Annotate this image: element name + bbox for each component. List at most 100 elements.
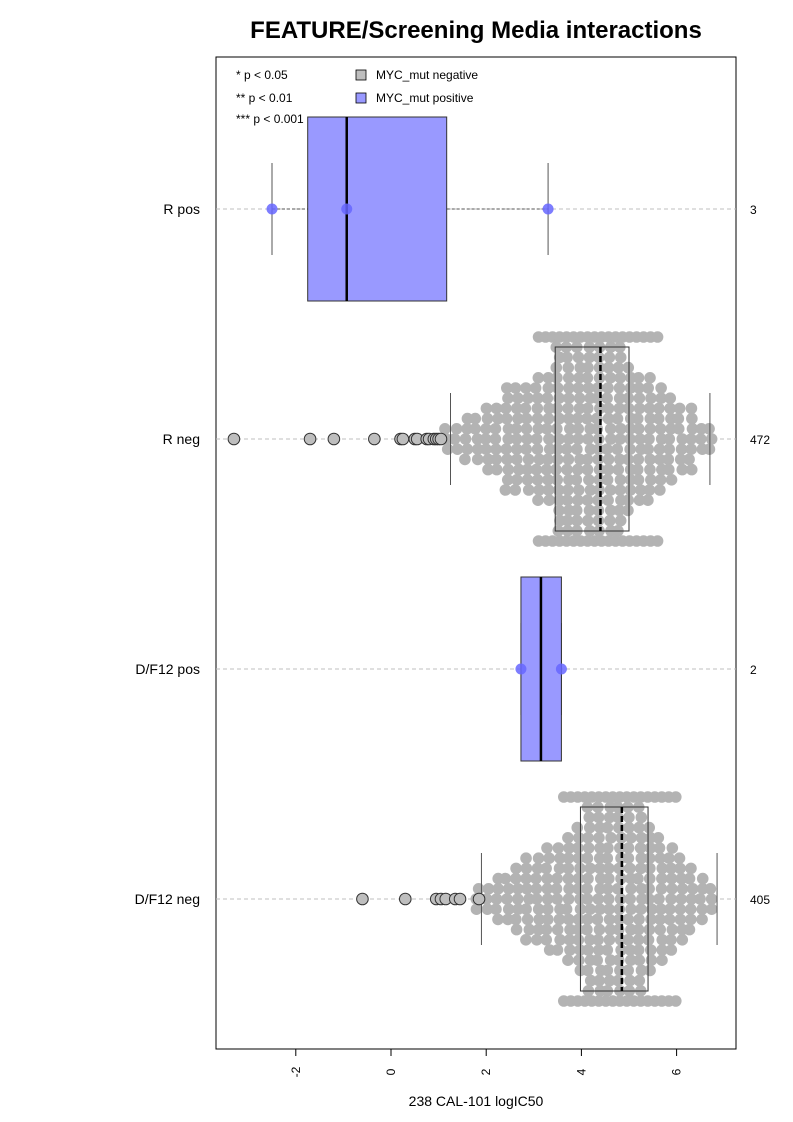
point-r-neg <box>592 382 604 394</box>
point-r-neg <box>614 423 627 435</box>
point-d-f12-neg <box>541 883 554 895</box>
point-r-neg <box>532 494 544 507</box>
point-r-neg <box>613 392 626 405</box>
outlier-r-neg <box>327 432 341 446</box>
point-r-neg <box>561 463 573 476</box>
point-d-f12-neg <box>509 913 522 926</box>
point-d-f12-neg <box>624 974 636 987</box>
point-d-f12-neg <box>553 862 566 875</box>
point-r-neg <box>439 423 451 435</box>
point-d-f12-neg <box>687 883 699 895</box>
point-r-neg <box>685 433 697 445</box>
point-r-neg <box>448 433 461 445</box>
point-d-f12-neg <box>592 934 604 946</box>
point-d-f12-neg <box>696 913 708 926</box>
point-d-f12-neg <box>656 954 668 966</box>
point-r-neg <box>550 361 563 374</box>
point-r-neg <box>552 484 565 496</box>
point-d-f12-neg <box>632 944 645 956</box>
point-r-neg <box>501 453 513 466</box>
point-r-neg <box>624 382 637 394</box>
point-r-neg <box>622 392 635 405</box>
point-r-neg <box>632 453 645 466</box>
point-d-f12-neg <box>683 923 696 936</box>
point-r-neg <box>644 372 656 384</box>
point-d-f12-neg <box>615 872 627 885</box>
point-r-neg <box>654 484 666 496</box>
point-d-f12-neg <box>665 862 677 875</box>
point-r-neg <box>529 382 542 394</box>
point-d-f12-neg <box>563 934 576 946</box>
outlier-r-neg <box>303 432 317 446</box>
point-d-f12-neg <box>602 842 614 854</box>
point-d-f12-neg <box>562 954 574 966</box>
point-d-f12-neg <box>490 893 503 905</box>
x-tick-label: 4 <box>574 1068 588 1075</box>
point-d-f12-neg <box>676 934 689 946</box>
point-r-neg <box>572 382 585 394</box>
point-r-neg <box>653 443 666 456</box>
point-r-neg <box>561 514 574 527</box>
point-d-f12-neg <box>643 923 656 936</box>
point-r-neg <box>653 402 665 415</box>
point-r-neg <box>622 494 635 507</box>
point-r-neg <box>624 423 637 435</box>
outlier-r-neg <box>368 432 381 446</box>
point-r-neg <box>665 474 678 486</box>
point-d-f12-neg <box>530 872 542 885</box>
point-d-f12-neg <box>540 934 553 946</box>
point-d-f12-neg <box>643 872 656 885</box>
outlier-r-neg <box>227 432 241 446</box>
point-d-f12-neg <box>551 944 564 956</box>
point-r-neg <box>512 392 524 405</box>
point-d-f12-neg <box>645 954 658 966</box>
point-d-f12-neg <box>676 883 689 895</box>
point-r-neg <box>509 382 522 394</box>
point-r-neg <box>592 504 605 517</box>
point-d-f12-neg <box>492 883 504 895</box>
point-r-neg <box>672 412 685 425</box>
point-d-f12-neg <box>604 954 617 966</box>
point-r-neg <box>560 443 573 456</box>
point-d-f12-neg <box>551 923 564 936</box>
point-d-f12-neg <box>665 944 678 956</box>
point-r-neg <box>703 423 715 435</box>
point-r-neg <box>622 453 634 466</box>
point-r-neg <box>581 412 593 425</box>
point-d-f12-neg <box>574 862 586 875</box>
point-d-f12-neg <box>564 923 576 936</box>
point-r-neg <box>570 504 583 517</box>
point-d-f12-neg <box>685 893 698 905</box>
point-r-neg <box>510 423 522 435</box>
point-d-f12-neg <box>665 872 678 885</box>
point-r-neg <box>611 443 624 456</box>
point-r-neg <box>581 453 594 466</box>
point-r-neg <box>553 412 566 425</box>
point-d-f12-neg <box>581 964 594 977</box>
point-r-neg <box>510 402 523 415</box>
dots-layer <box>439 331 718 1007</box>
point-r-neg <box>675 443 688 456</box>
point-r-neg <box>664 392 677 405</box>
point-d-f12-neg <box>521 913 534 926</box>
point-r-neg <box>502 433 515 445</box>
point-d-f12-neg <box>582 872 594 885</box>
point-d-f12-neg <box>653 842 666 854</box>
point-d-f12-neg <box>543 852 555 864</box>
point-r-neg <box>602 361 615 374</box>
point-r-neg <box>602 453 615 466</box>
point-d-f12-neg <box>603 934 616 946</box>
point-d-f12-neg <box>601 944 614 956</box>
point-r-neg <box>592 514 605 527</box>
point-r-neg <box>492 412 504 425</box>
point-r-neg <box>593 484 605 496</box>
point-r-neg <box>564 423 576 435</box>
point-r-neg <box>562 412 575 425</box>
point-d-f12-neg <box>646 903 658 915</box>
point-r-neg <box>613 453 626 466</box>
point-d-f12-neg <box>572 872 585 885</box>
point-d-f12-neg <box>603 903 615 915</box>
point-r-neg <box>562 453 575 466</box>
point-d-f12-neg <box>584 903 596 915</box>
point-r-neg <box>601 474 614 486</box>
